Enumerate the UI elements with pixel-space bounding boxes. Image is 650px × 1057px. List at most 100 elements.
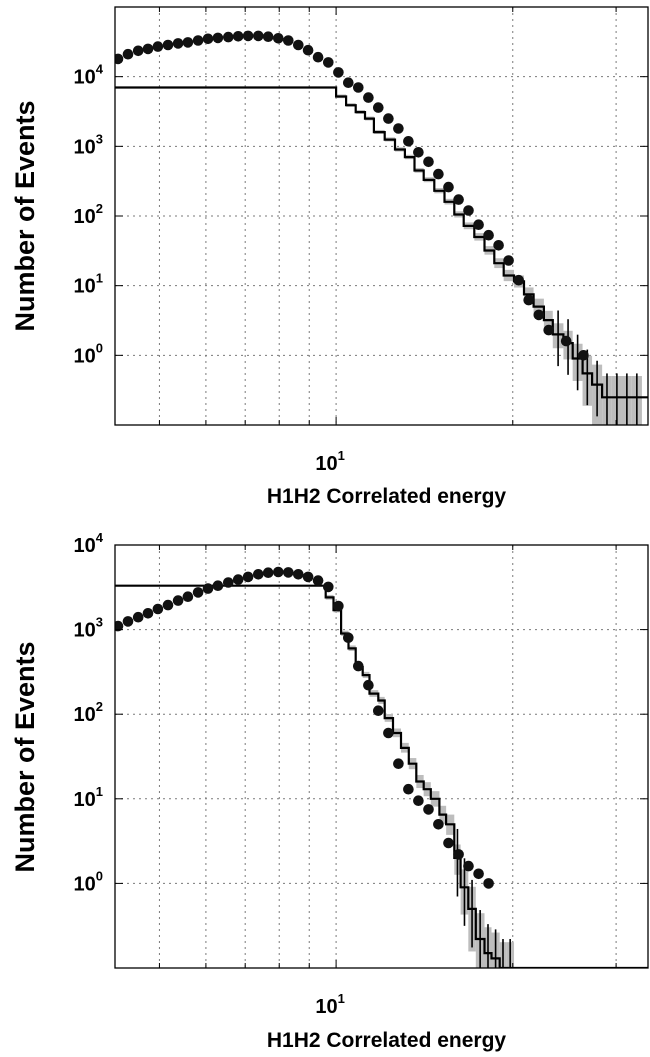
data-point: [393, 758, 404, 769]
data-point: [162, 39, 174, 51]
y-tick-label: 102: [74, 201, 103, 228]
data-point: [513, 274, 524, 286]
y-tick-label: 101: [74, 271, 103, 298]
data-point: [343, 77, 354, 88]
data-point: [453, 194, 464, 205]
x-axis-label: H1H2 Correlated energy: [267, 485, 507, 508]
data-point: [363, 679, 374, 691]
data-point: [323, 581, 334, 593]
data-point: [202, 33, 214, 45]
data-point: [403, 136, 414, 147]
data-point: [373, 705, 384, 716]
x-tick-label: 101: [315, 991, 344, 1018]
data-point: [560, 335, 572, 347]
data-point: [483, 229, 494, 241]
data-point: [543, 324, 554, 336]
chart-panel-1: 100 101 102 103 104 101 H1H2 Correlated energy…: [10, 6, 649, 508]
plot-area: [115, 566, 648, 968]
data-point: [252, 569, 264, 580]
data-point: [423, 156, 434, 168]
data-point: [423, 804, 434, 815]
data-point: [273, 33, 284, 44]
plot-area: [115, 30, 648, 425]
data-point: [333, 67, 344, 78]
y-axis-label: Number of Events: [10, 641, 40, 872]
data-point: [413, 795, 424, 806]
data-point: [363, 92, 374, 103]
data-point: [433, 168, 444, 180]
data-point: [312, 51, 324, 63]
grid: [115, 7, 648, 425]
y-tick-label: 103: [74, 615, 103, 642]
data-point: [463, 205, 474, 216]
y-tick-label: 102: [74, 699, 103, 726]
data-point: [142, 43, 154, 55]
chart-panel-2: 100 101 102 103 104 101 H1H2 Correlated energy…: [10, 530, 649, 1052]
simulation-step-line: [115, 584, 648, 968]
data-point: [252, 30, 264, 42]
data-point: [232, 31, 244, 42]
y-axis-label: Number of Events: [10, 100, 40, 331]
data-point: [443, 837, 454, 849]
data-point: [463, 860, 474, 872]
data-point: [483, 878, 494, 889]
data-point: [473, 868, 484, 880]
data-point: [132, 45, 144, 57]
data-point: [223, 577, 234, 588]
grid: [115, 545, 648, 968]
axes-frame: [114, 544, 649, 969]
data-point: [503, 255, 514, 266]
data-point: [192, 587, 204, 598]
data-point: [578, 350, 589, 361]
data-point: [533, 309, 545, 321]
x-axis-label: H1H2 Correlated energy: [267, 1029, 507, 1052]
data-point: [115, 620, 124, 632]
data-point: [122, 48, 134, 60]
data-point: [152, 603, 164, 615]
y-tick-label: 103: [74, 131, 103, 158]
data-point: [132, 611, 144, 623]
data-point: [413, 147, 424, 158]
y-tick-label: 104: [74, 530, 104, 557]
data-point: [162, 599, 174, 611]
data-point: [523, 294, 534, 306]
y-tick-label: 100: [74, 340, 103, 367]
data-point: [433, 819, 444, 830]
data-point: [182, 591, 194, 602]
data-point: [142, 608, 154, 619]
data-point: [353, 82, 364, 93]
data-point: [293, 39, 304, 51]
data-point: [232, 574, 244, 585]
data-point: [223, 31, 234, 43]
x-tick-label: 101: [315, 448, 344, 475]
data-point: [333, 600, 344, 612]
data-point: [373, 102, 384, 113]
data-point: [343, 632, 354, 644]
data-point: [242, 571, 254, 583]
data-point: [283, 567, 294, 578]
data-point: [493, 240, 504, 251]
data-point: [273, 566, 284, 578]
data-point: [323, 57, 334, 68]
data-point: [453, 849, 464, 860]
data-point: [353, 660, 364, 672]
data-point: [312, 575, 324, 586]
data-point: [383, 113, 394, 124]
data-point: [152, 41, 164, 52]
data-point: [115, 53, 124, 65]
data-point: [192, 35, 204, 46]
data-point: [172, 38, 184, 49]
data-point: [383, 727, 394, 739]
data-point: [182, 37, 194, 48]
y-tick-label: 100: [74, 868, 103, 895]
data-point: [293, 569, 304, 580]
data-point: [122, 616, 134, 627]
data-point: [302, 44, 314, 56]
data-point: [262, 31, 274, 42]
y-tick-label: 104: [74, 62, 104, 89]
data-point: [202, 583, 214, 594]
data-point: [403, 783, 414, 795]
data-point: [212, 32, 224, 44]
data-point: [212, 580, 224, 591]
